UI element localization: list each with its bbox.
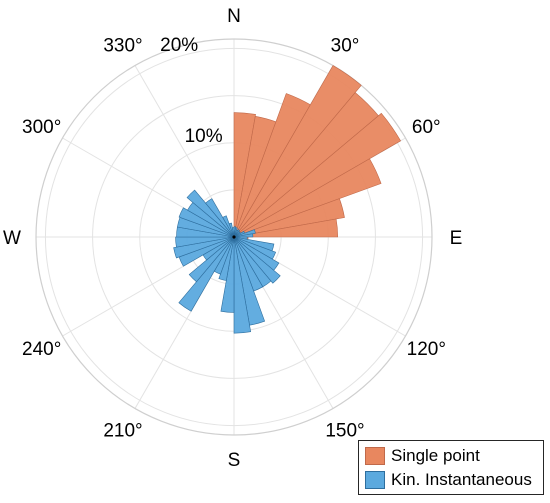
bar-kin-instantaneous-7 xyxy=(233,229,256,238)
bar-kin-instantaneous-35 xyxy=(232,227,235,238)
radial-tick-label-10: 10% xyxy=(185,126,223,147)
bar-kin-instantaneous-17 xyxy=(233,236,252,334)
direction-label-150: 150° xyxy=(325,420,364,441)
legend-swatch-single-point xyxy=(365,447,385,465)
bar-kin-instantaneous-26 xyxy=(175,236,235,248)
bar-kin-instantaneous-22 xyxy=(188,236,235,283)
direction-label-0: N xyxy=(227,6,241,27)
bar-kin-instantaneous-32 xyxy=(205,198,235,238)
outer-circle xyxy=(35,38,433,436)
direction-label-240: 240° xyxy=(22,339,61,360)
bar-kin-instantaneous-13 xyxy=(233,236,281,284)
direction-label-270: W xyxy=(3,228,21,249)
direction-label-330: 330° xyxy=(103,36,142,57)
legend-label-single-point: Single point xyxy=(391,446,480,465)
bar-kin-instantaneous-34 xyxy=(228,222,235,238)
direction-label-180: S xyxy=(228,450,241,471)
polar-bars xyxy=(173,65,401,334)
polar-labels: N 30° 60° E 120° 150° S 210° 240° W 300° 330° 10% 20% xyxy=(3,6,462,471)
bar-kin-instantaneous-33 xyxy=(222,215,235,238)
legend-item-kin-instantaneous: Kin. Instantaneous xyxy=(365,469,532,491)
bar-kin-instantaneous-31 xyxy=(186,189,235,238)
radial-tick-label-20: 20% xyxy=(160,35,198,56)
direction-label-60: 60° xyxy=(412,117,441,138)
bar-single-point-3 xyxy=(233,65,362,238)
direction-label-30: 30° xyxy=(331,36,360,57)
bar-kin-instantaneous-29 xyxy=(178,207,235,238)
bar-single-point-6 xyxy=(233,158,382,238)
bar-single-point-8 xyxy=(233,218,339,238)
center-dot xyxy=(232,235,236,239)
legend-label-kin-instantaneous: Kin. Instantaneous xyxy=(391,470,532,489)
bar-kin-instantaneous-25 xyxy=(173,236,235,259)
bar-kin-instantaneous-8 xyxy=(233,233,254,238)
legend-swatch-kin-instantaneous xyxy=(365,471,385,489)
legend: Single point Kin. Instantaneous xyxy=(358,440,544,495)
bar-single-point-5 xyxy=(233,112,401,238)
direction-label-90: E xyxy=(450,228,463,249)
direction-label-300: 300° xyxy=(22,117,61,138)
direction-label-120: 120° xyxy=(407,339,446,360)
direction-label-210: 210° xyxy=(103,420,142,441)
legend-item-single-point: Single point xyxy=(365,445,480,467)
bar-kin-instantaneous-21 xyxy=(178,236,235,312)
bar-single-point-7 xyxy=(233,198,345,238)
